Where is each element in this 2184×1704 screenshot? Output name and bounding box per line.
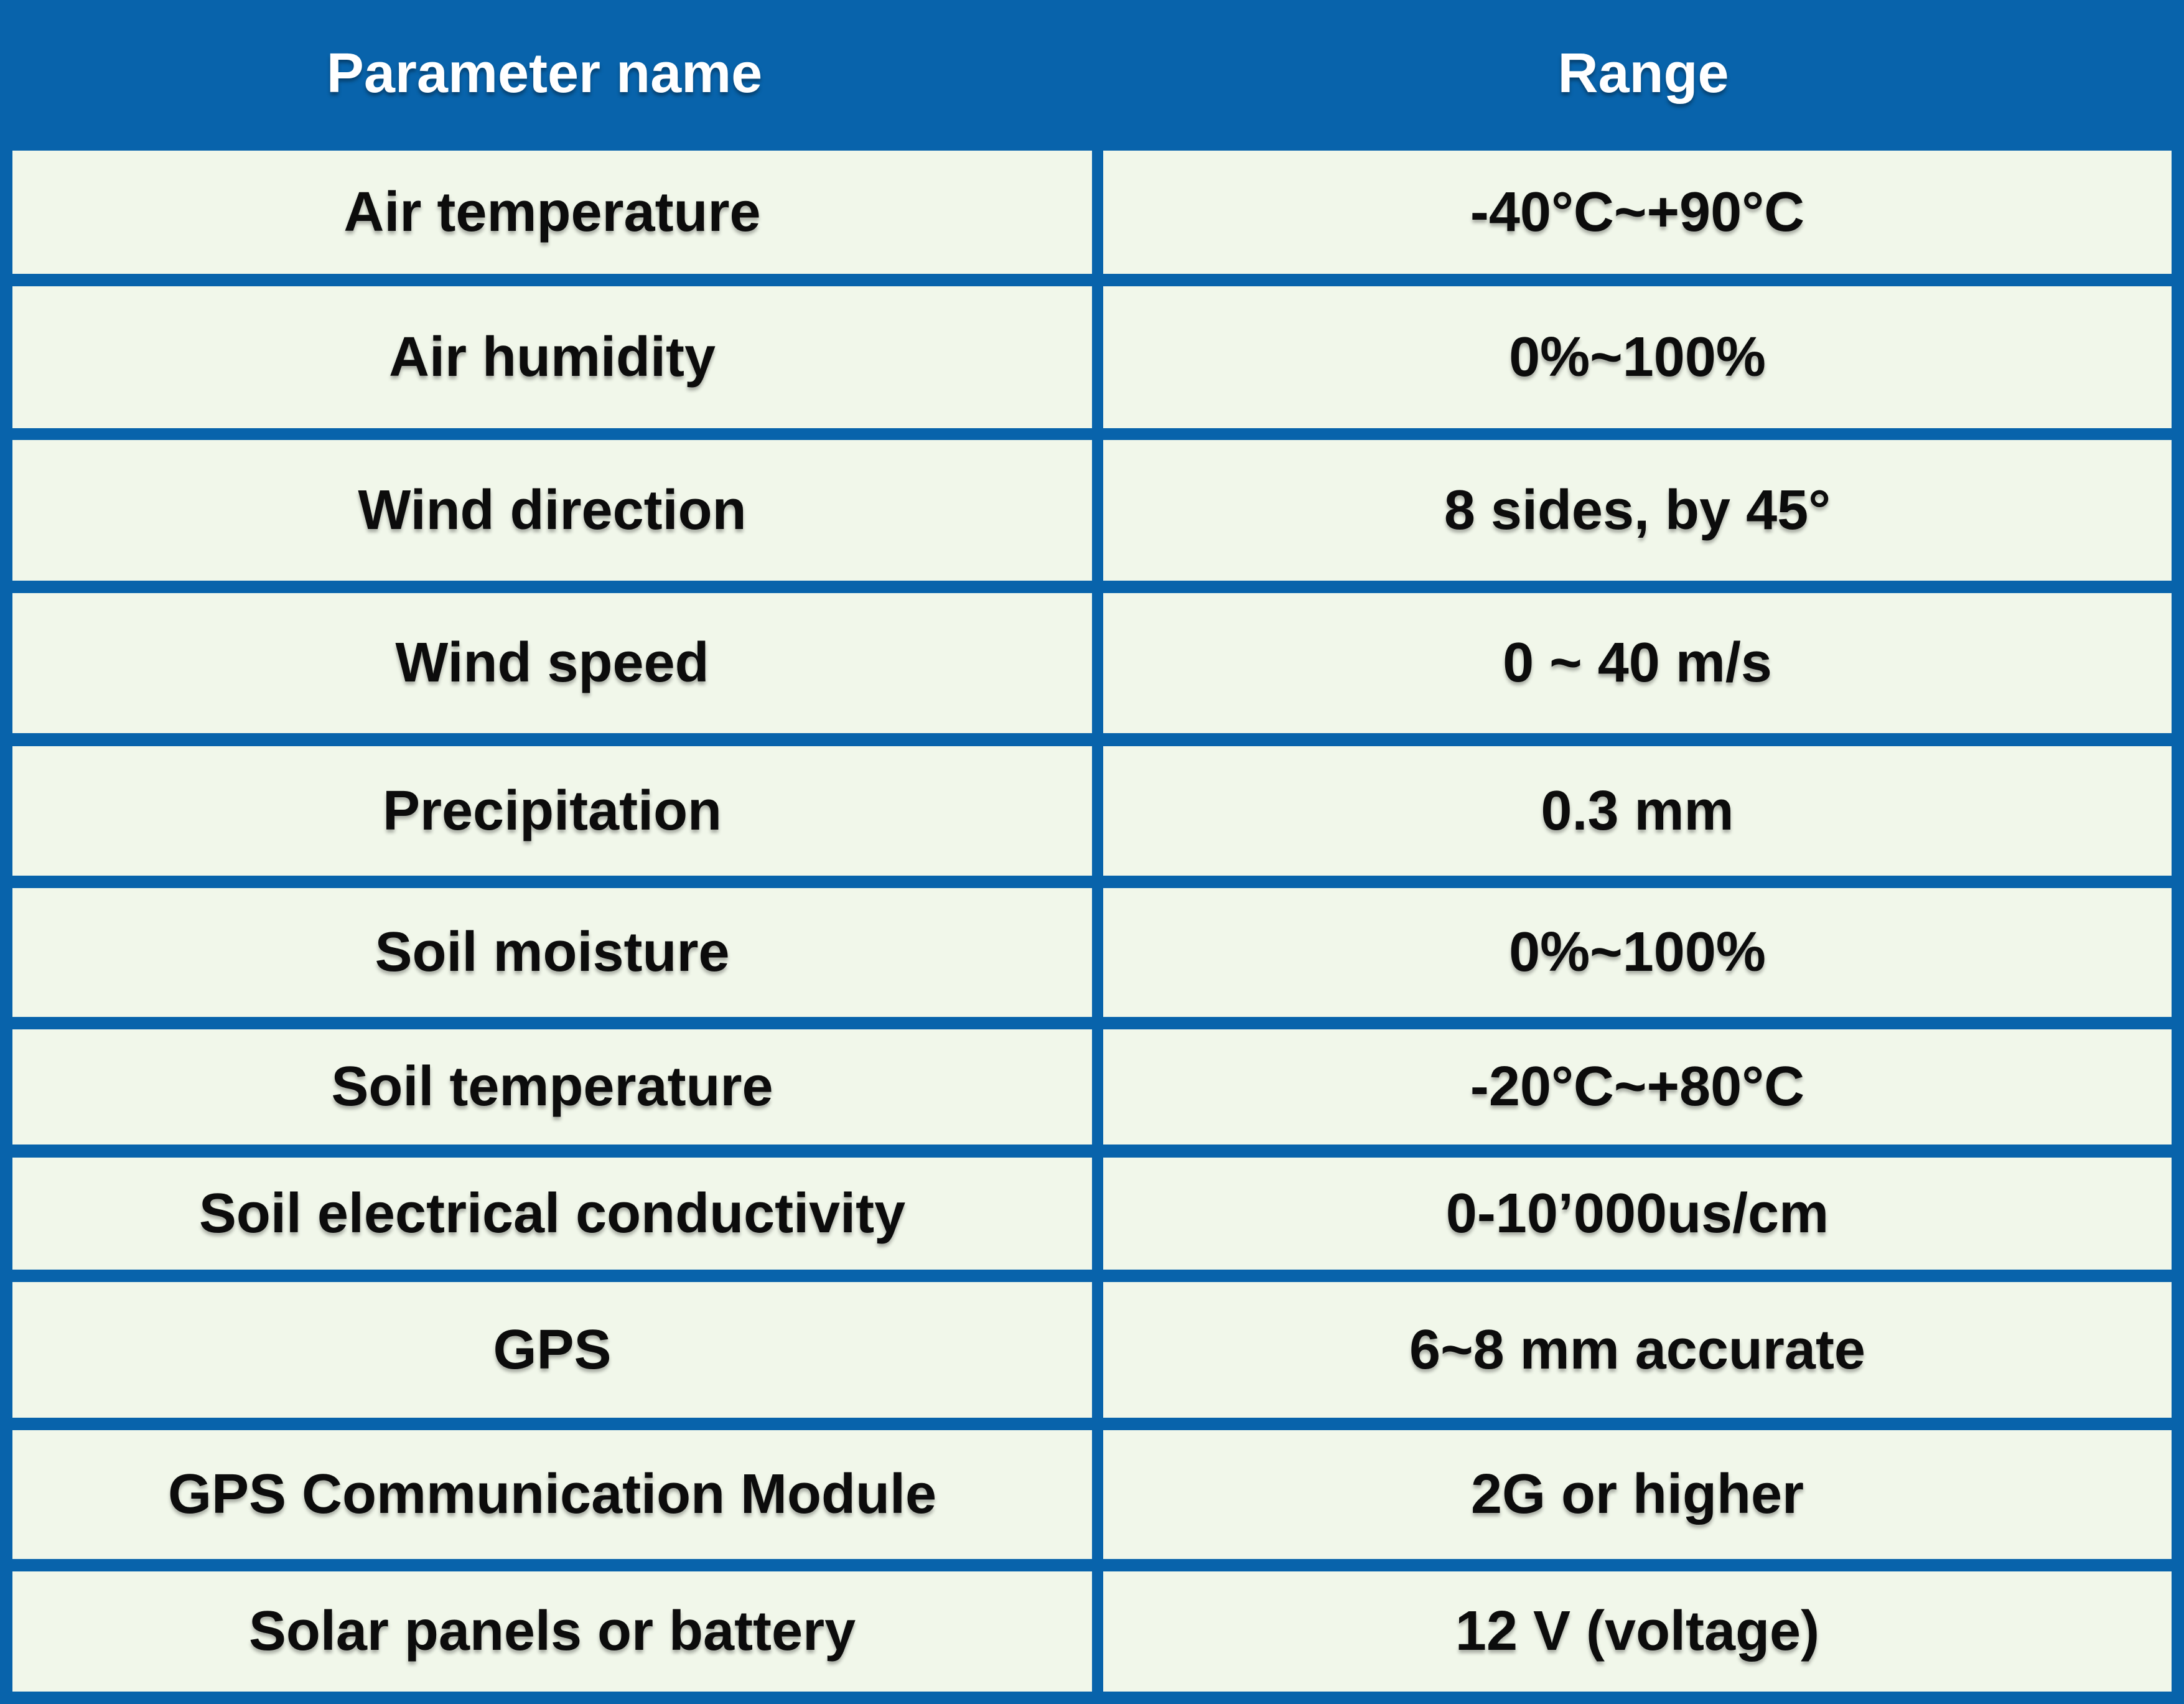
range-cell: 0%~100%	[1103, 888, 2172, 1017]
range-cell: 0%~100%	[1103, 286, 2172, 428]
parameter-cell: Air temperature	[12, 151, 1092, 274]
parameter-cell: Soil moisture	[12, 888, 1092, 1017]
range-cell: 12 V (voltage)	[1103, 1571, 2172, 1692]
column-header-parameter-name: Parameter name	[326, 42, 763, 105]
parameter-cell: Wind direction	[12, 440, 1092, 581]
parameter-cell: Soil temperature	[12, 1029, 1092, 1145]
parameter-cell: Solar panels or battery	[12, 1571, 1092, 1692]
column-header-range: Range	[1557, 42, 1729, 105]
range-cell: 8 sides, by 45°	[1103, 440, 2172, 581]
range-cell: 2G or higher	[1103, 1430, 2172, 1559]
range-cell: 0 ~ 40 m/s	[1103, 593, 2172, 733]
range-cell: -40°C~+90°C	[1103, 151, 2172, 274]
parameter-cell: Air humidity	[12, 286, 1092, 428]
range-cell: 0-10’000us/cm	[1103, 1158, 2172, 1270]
parameter-cell: Wind speed	[12, 593, 1092, 733]
table-header: Parameter name Range	[0, 0, 2184, 147]
parameter-cell: Soil electrical conductivity	[12, 1158, 1092, 1270]
parameter-cell: GPS	[12, 1282, 1092, 1418]
range-cell: -20°C~+80°C	[1103, 1029, 2172, 1145]
parameter-cell: GPS Communication Module	[12, 1430, 1092, 1559]
range-cell: 6~8 mm accurate	[1103, 1282, 2172, 1418]
parameter-cell: Precipitation	[12, 746, 1092, 876]
range-cell: 0.3 mm	[1103, 746, 2172, 876]
